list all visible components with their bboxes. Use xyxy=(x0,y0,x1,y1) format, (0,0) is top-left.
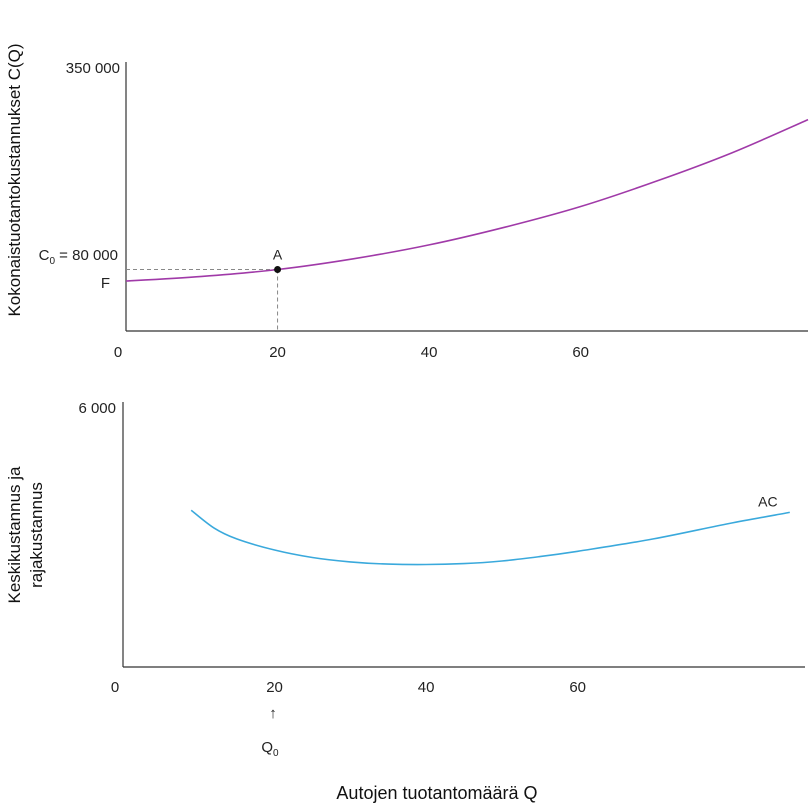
x-axis-label: Autojen tuotantomäärä Q xyxy=(336,783,537,803)
c0-label: C0 = 80 000 xyxy=(39,247,118,267)
ac-curve-label: AC xyxy=(758,493,777,509)
total-cost-curve xyxy=(125,118,809,282)
top-y-max-label: 350 000 xyxy=(66,60,120,77)
bottom-x-tick-40: 40 xyxy=(418,679,435,696)
top-x-tick-60: 60 xyxy=(572,344,589,361)
point-a-marker xyxy=(274,266,282,274)
bottom-y-axis-label-line2: rajakustannus xyxy=(27,482,46,588)
q0-label: Q0 xyxy=(261,739,279,759)
bottom-x-tick-0: 0 xyxy=(111,679,119,696)
fixed-cost-label: F xyxy=(101,275,110,292)
average-cost-curve xyxy=(190,509,790,566)
bottom-y-axis-label-line1: Keskikustannus ja xyxy=(5,466,24,604)
point-a-label: A xyxy=(273,247,283,263)
bottom-x-tick-20: 20 xyxy=(266,679,283,696)
bottom-chart: 6 000 Keskikustannus ja rajakustannus 0 2… xyxy=(5,400,805,759)
bottom-x-tick-60: 60 xyxy=(569,679,586,696)
top-x-tick-40: 40 xyxy=(421,344,438,361)
top-y-axis-label: Kokonaistuotantokustannukset C(Q) xyxy=(5,43,24,316)
top-x-tick-20: 20 xyxy=(269,344,286,361)
top-x-ticks: 0 20 40 60 xyxy=(114,344,589,361)
bottom-x-ticks: 0 20 40 60 xyxy=(111,679,586,696)
q0-arrow-icon: ↑ xyxy=(269,705,277,722)
top-chart: 350 000 F C0 = 80 000 Kokonaistuotantoku… xyxy=(5,43,809,361)
top-x-tick-0: 0 xyxy=(114,344,122,361)
bottom-y-max-label: 6 000 xyxy=(78,400,116,417)
